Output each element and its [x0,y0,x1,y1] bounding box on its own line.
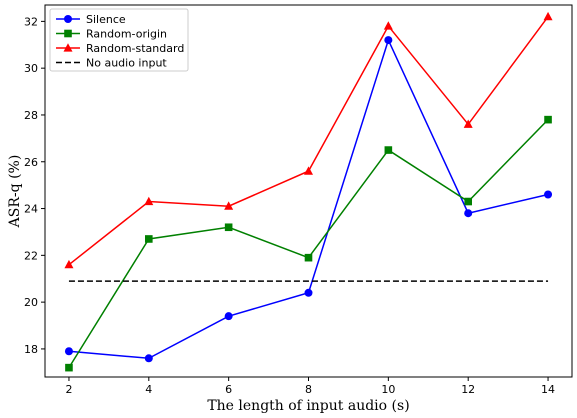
legend-label: Random-origin [86,28,167,41]
x-axis-title: The length of input audio (s) [207,398,409,414]
y-tick-label: 20 [24,296,38,309]
data-point [544,190,553,199]
data-point [464,197,472,206]
data-point [64,347,73,356]
x-tick-label: 4 [145,383,152,396]
data-point [384,146,393,154]
data-point [65,363,73,372]
data-point [543,11,553,21]
x-tick-label: 14 [541,383,555,396]
legend-label: No audio input [86,57,167,70]
data-point [144,354,153,363]
data-point [144,196,154,206]
series-lines [64,11,553,372]
data-point [463,119,473,128]
y-axis-title: ASR-q (%) [7,155,23,229]
y-tick-label: 32 [24,15,38,28]
series-line [68,119,549,369]
y-tick-label: 22 [24,249,38,262]
y-tick-label: 28 [24,109,38,122]
data-point [384,36,393,45]
y-tick-label: 30 [24,62,38,75]
legend-marker [63,43,73,52]
x-tick-label: 2 [65,383,72,396]
series-line [68,38,549,360]
data-point [224,312,233,321]
data-point [304,166,313,175]
data-point [383,21,393,30]
legend-label: Random-standard [86,42,184,55]
legend-marker [64,15,72,23]
data-point [64,259,74,269]
data-point [145,235,153,243]
x-tick-label: 8 [305,383,312,396]
x-tick-label: 10 [381,383,395,396]
y-tick-label: 26 [24,156,38,169]
y-tick-label: 18 [24,343,38,356]
legend-box [49,8,189,72]
legend-marker [64,29,72,38]
data-point [544,115,552,124]
x-tick-label: 12 [461,383,475,396]
data-point [304,288,313,297]
data-point [224,223,233,232]
x-tick-label: 6 [225,383,232,396]
legend-label: Silence [86,13,126,26]
data-point [304,253,313,262]
y-tick-label: 24 [24,203,38,216]
data-point [224,201,234,210]
data-point [464,209,473,218]
